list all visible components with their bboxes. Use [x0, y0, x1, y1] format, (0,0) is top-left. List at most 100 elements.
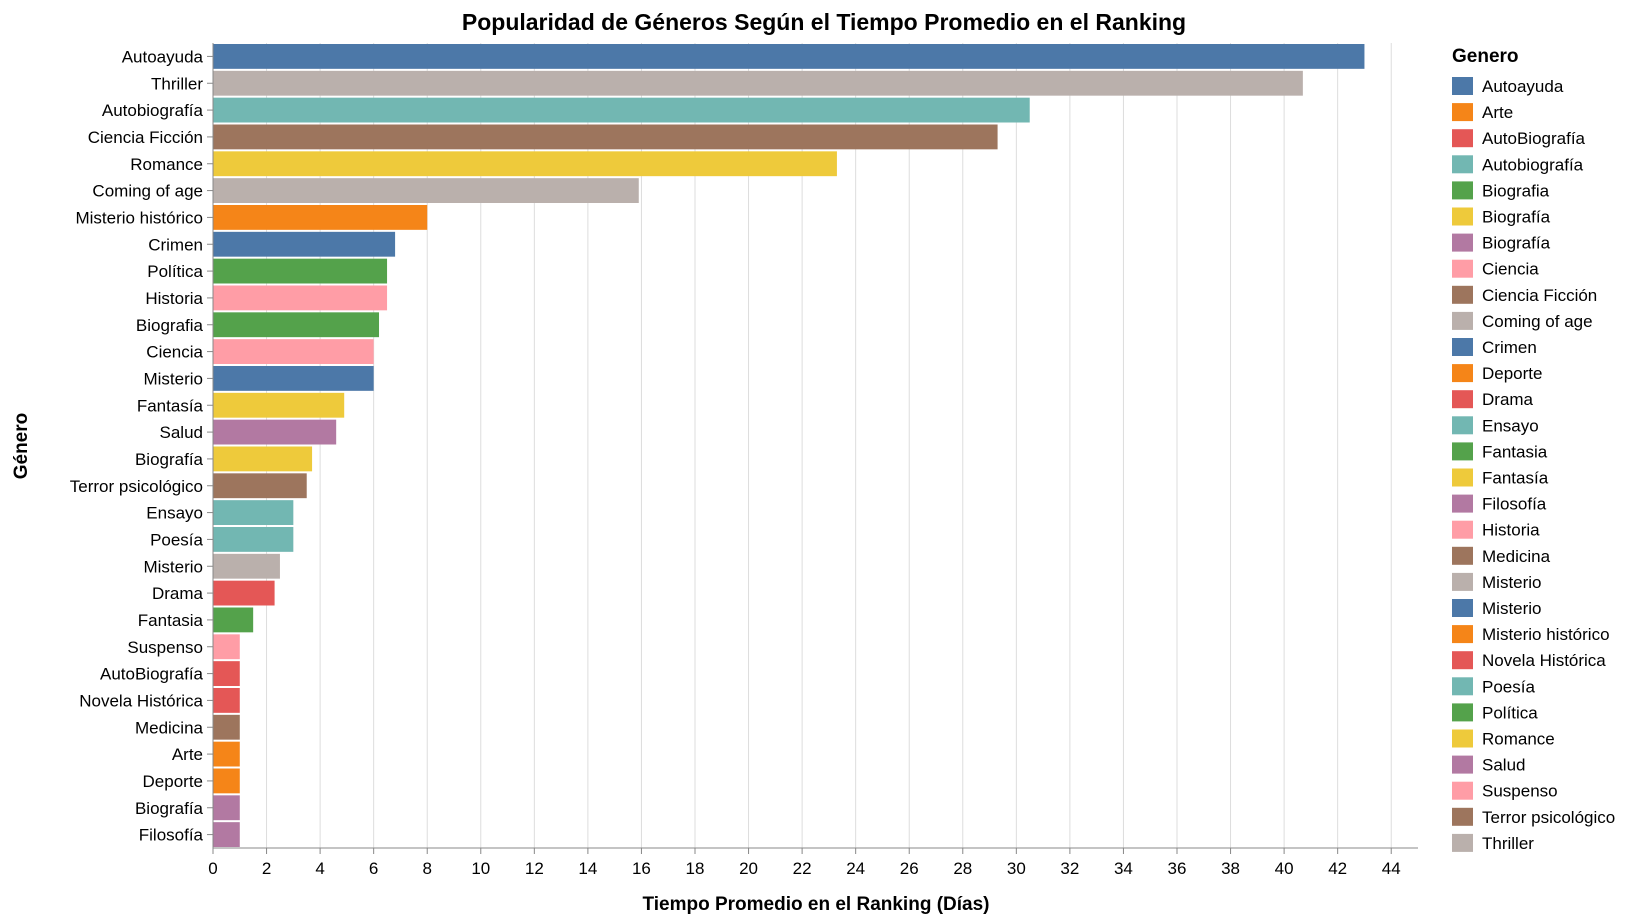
- legend-swatch: [1452, 468, 1473, 487]
- legend-swatch: [1452, 625, 1473, 644]
- x-axis: 0 2 4 6 8 10 12 14 16 18 20 22 24 26 28 30 32 34 36 38 40 42 4…: [208, 847, 1418, 878]
- legend-label: Autobiografía: [1482, 155, 1584, 174]
- legend-swatch: [1452, 390, 1473, 409]
- bar: [213, 285, 388, 311]
- y-tick-label: AutoBiografía: [100, 665, 204, 684]
- bar: [213, 44, 1365, 69]
- y-tick-label: Medicina: [135, 718, 204, 737]
- y-tick-label: Arte: [172, 745, 203, 764]
- y-tick-label: Misterio histórico: [75, 208, 203, 227]
- legend-swatch: [1452, 416, 1473, 435]
- y-tick-label: Fantasia: [138, 611, 204, 630]
- bar: [213, 258, 388, 284]
- legend-label: Política: [1482, 703, 1538, 722]
- legend-swatch: [1452, 677, 1473, 696]
- legend-label: Salud: [1482, 756, 1525, 775]
- legend-label: Misterio: [1482, 573, 1542, 592]
- legend-swatch: [1452, 259, 1473, 278]
- bar: [213, 419, 337, 445]
- legend-swatch: [1452, 129, 1473, 148]
- y-tick-label: Filosofía: [139, 826, 204, 845]
- bar: [213, 205, 428, 230]
- bar: [213, 500, 294, 525]
- legend-label: Arte: [1482, 103, 1513, 122]
- y-tick-label: Crimen: [148, 235, 203, 254]
- x-tick-label: 38: [1221, 859, 1240, 878]
- legend-swatch: [1452, 233, 1473, 252]
- legend-label: Romance: [1482, 730, 1555, 749]
- legend-label: Biografía: [1482, 208, 1551, 227]
- legend-label: Deporte: [1482, 364, 1542, 383]
- legend-label: Ciencia: [1482, 260, 1539, 279]
- legend-swatch: [1452, 364, 1473, 383]
- y-tick-label: Novela Histórica: [79, 691, 203, 710]
- legend-label: Drama: [1482, 390, 1534, 409]
- legend-swatch: [1452, 155, 1473, 174]
- y-tick-label: Coming of age: [92, 182, 203, 201]
- legend-label: Historia: [1482, 521, 1540, 540]
- bars: [213, 44, 1365, 847]
- x-tick-label: 12: [525, 859, 544, 878]
- legend-swatch: [1452, 729, 1473, 748]
- x-tick-label: 20: [739, 859, 758, 878]
- legend-label: Misterio histórico: [1482, 625, 1610, 644]
- bar: [213, 661, 240, 686]
- legend-label: Biografía: [1482, 234, 1551, 253]
- bar: [213, 768, 240, 794]
- x-tick-label: 8: [422, 859, 431, 878]
- x-tick-label: 34: [1114, 859, 1133, 878]
- y-tick-label: Terror psicológico: [70, 477, 203, 496]
- x-tick-label: 22: [793, 859, 812, 878]
- y-tick-label: Drama: [152, 584, 204, 603]
- legend-swatch: [1452, 599, 1473, 617]
- legend-label: Ensayo: [1482, 416, 1539, 435]
- x-tick-label: 44: [1382, 859, 1401, 878]
- bar: [213, 124, 998, 150]
- bar: [213, 473, 307, 499]
- legend-swatch: [1452, 77, 1473, 95]
- bar: [213, 580, 275, 606]
- y-tick-label: Biografía: [135, 799, 204, 818]
- x-tick-label: 24: [846, 859, 865, 878]
- bar: [213, 634, 240, 660]
- y-tick-label: Biografia: [136, 316, 204, 335]
- legend-swatch: [1452, 807, 1473, 826]
- legend-label: Terror psicológico: [1482, 808, 1615, 827]
- legend-title: Genero: [1452, 46, 1519, 67]
- y-tick-label: Política: [147, 262, 203, 281]
- legend-label: Coming of age: [1482, 312, 1593, 331]
- legend-label: Biografia: [1482, 181, 1550, 200]
- bar: [213, 688, 240, 713]
- y-tick-label: Ciencia Ficción: [88, 128, 203, 147]
- bar: [213, 527, 294, 552]
- y-axis-title: Género: [11, 413, 32, 480]
- x-tick-label: 36: [1168, 859, 1187, 878]
- legend-label: Autoayuda: [1482, 77, 1564, 96]
- legend-swatch: [1452, 103, 1473, 122]
- legend-swatch: [1452, 285, 1473, 304]
- legend-items: Autoayuda Arte AutoBiografía Autobiografía B…: [1452, 77, 1615, 853]
- legend-label: Crimen: [1482, 338, 1537, 357]
- x-tick-label: 16: [632, 859, 651, 878]
- legend-label: Filosofía: [1482, 495, 1547, 514]
- legend-swatch: [1452, 781, 1473, 800]
- x-tick-label: 6: [369, 859, 378, 878]
- x-tick-label: 4: [315, 859, 324, 878]
- legend-swatch: [1452, 572, 1473, 591]
- y-tick-label: Salud: [160, 423, 203, 442]
- legend-label: Ciencia Ficción: [1482, 286, 1597, 305]
- x-tick-label: 0: [208, 859, 217, 878]
- legend-swatch: [1452, 703, 1473, 722]
- y-tick-label: Historia: [145, 289, 203, 308]
- chart-title: Popularidad de Géneros Según el Tiempo P…: [462, 9, 1186, 35]
- y-tick-label: Thriller: [151, 74, 203, 93]
- legend-label: Thriller: [1482, 834, 1534, 853]
- legend-swatch: [1452, 833, 1473, 852]
- bar: [213, 553, 280, 579]
- legend-swatch: [1452, 338, 1473, 356]
- legend-label: Suspenso: [1482, 782, 1558, 801]
- y-tick-label: Romance: [130, 155, 203, 174]
- legend-swatch: [1452, 546, 1473, 565]
- legend-swatch: [1452, 494, 1473, 513]
